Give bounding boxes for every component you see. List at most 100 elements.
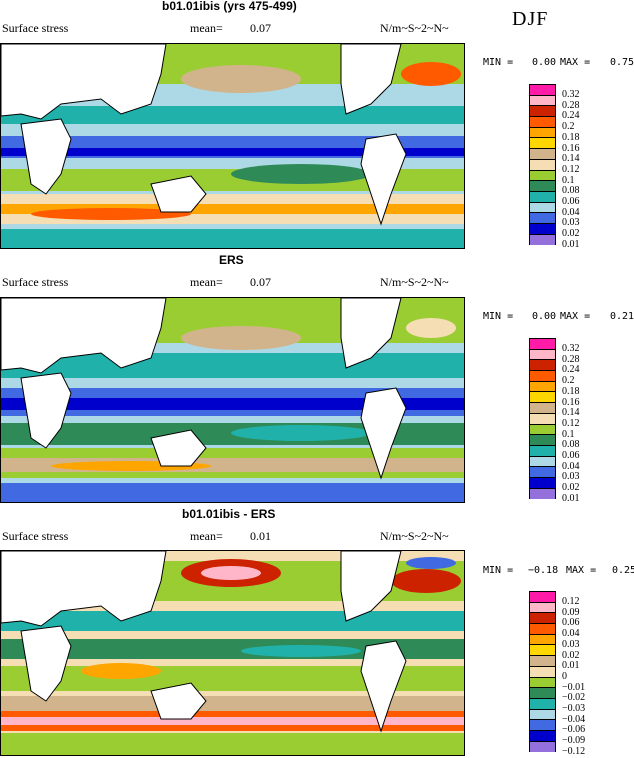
panel-2-map bbox=[0, 297, 465, 503]
colorbar-swatch bbox=[530, 656, 555, 667]
colorbar-swatch bbox=[530, 720, 555, 731]
panel-1-colorbar bbox=[529, 84, 556, 246]
colorbar-tick-label: 0.1 bbox=[562, 428, 575, 440]
colorbar-tick-label: 0.06 bbox=[562, 196, 580, 207]
colorbar-swatch bbox=[530, 424, 555, 436]
colorbar-swatch bbox=[530, 381, 555, 393]
colorbar-tick-label: 0.16 bbox=[562, 142, 580, 154]
colorbar-swatch bbox=[530, 339, 555, 350]
panel-3-colorbar bbox=[529, 591, 556, 753]
colorbar-swatch bbox=[530, 592, 555, 603]
colorbar-tick-label: 0.08 bbox=[562, 439, 580, 451]
colorbar-tick-label: 0.02 bbox=[562, 482, 580, 494]
colorbar-tick-label: 0.03 bbox=[562, 471, 580, 483]
colorbar-tick-label: 0.16 bbox=[562, 396, 580, 408]
colorbar-tick-label: 0.04 bbox=[562, 206, 580, 218]
colorbar-swatch bbox=[530, 349, 555, 361]
panel-2-min-value: 0.00 bbox=[532, 311, 557, 322]
colorbar-swatch bbox=[530, 223, 555, 235]
panel-1-field-label: Surface stress bbox=[2, 21, 69, 35]
colorbar-swatch bbox=[530, 413, 555, 425]
colorbar-swatch bbox=[530, 371, 555, 382]
colorbar-swatch bbox=[530, 360, 555, 372]
panel-3-min-value: −0.18 bbox=[528, 565, 559, 576]
colorbar-swatch bbox=[530, 709, 555, 721]
panel-3-max-label: MAX = bbox=[566, 565, 597, 576]
panel-1-map bbox=[0, 43, 465, 249]
colorbar-tick-label: 0.12 bbox=[562, 417, 580, 429]
colorbar-swatch bbox=[530, 213, 555, 224]
colorbar-tick-label: 0.01 bbox=[562, 238, 580, 250]
colorbar-swatch bbox=[530, 602, 555, 614]
colorbar-tick-label: 0.09 bbox=[562, 606, 580, 618]
colorbar-tick-label: 0.32 bbox=[562, 89, 580, 100]
panel-3-units: N/m~S~2~N~ bbox=[380, 529, 449, 543]
colorbar-swatch bbox=[530, 741, 555, 753]
colorbar-swatch bbox=[530, 435, 555, 446]
colorbar-tick-label: 0.01 bbox=[562, 492, 580, 504]
colorbar-tick-label: −0.03 bbox=[562, 703, 586, 714]
colorbar-tick-label: 0.12 bbox=[562, 596, 580, 607]
colorbar-tick-label: 0.04 bbox=[562, 628, 580, 640]
panel-2-field-label: Surface stress bbox=[2, 275, 69, 289]
colorbar-swatch bbox=[530, 645, 555, 657]
panel-3-max-value: 0.25 bbox=[612, 565, 634, 576]
colorbar-tick-label: −0.01 bbox=[562, 681, 586, 693]
colorbar-swatch bbox=[530, 170, 555, 182]
panel-2-mean-label: mean= bbox=[190, 275, 223, 289]
colorbar-tick-label: 0.18 bbox=[562, 385, 580, 397]
colorbar-swatch bbox=[530, 234, 555, 246]
panel-1-units: N/m~S~2~N~ bbox=[380, 21, 449, 35]
panel-2-min-label: MIN = bbox=[483, 311, 514, 322]
colorbar-swatch bbox=[530, 117, 555, 128]
panel-3-mean-label: mean= bbox=[190, 529, 223, 543]
colorbar-swatch bbox=[530, 730, 555, 742]
colorbar-swatch bbox=[530, 392, 555, 404]
colorbar-swatch bbox=[530, 488, 555, 500]
colorbar-tick-label: −0.02 bbox=[562, 692, 586, 704]
colorbar-tick-label: −0.06 bbox=[562, 724, 586, 736]
panel-1-max-value: 0.75 bbox=[610, 57, 634, 68]
panel-1-min-label: MIN = bbox=[483, 57, 514, 68]
colorbar-swatch bbox=[530, 138, 555, 150]
colorbar-swatch bbox=[530, 445, 555, 457]
colorbar-tick-label: 0.08 bbox=[562, 185, 580, 197]
colorbar-swatch bbox=[530, 677, 555, 689]
colorbar-tick-label: 0.1 bbox=[562, 174, 575, 186]
panel-3-title: b01.01ibis - ERS bbox=[182, 507, 276, 521]
panel-3-mean-value: 0.01 bbox=[250, 529, 271, 543]
colorbar-swatch bbox=[530, 698, 555, 710]
colorbar-tick-label: 0.18 bbox=[562, 131, 580, 143]
panel-2-max-label: MAX = bbox=[560, 311, 591, 322]
colorbar-swatch bbox=[530, 613, 555, 625]
season-label: DJF bbox=[512, 8, 549, 30]
colorbar-tick-label: 0.03 bbox=[562, 217, 580, 229]
colorbar-tick-label: −0.09 bbox=[562, 735, 586, 747]
colorbar-swatch bbox=[530, 666, 555, 678]
colorbar-tick-label: 0.02 bbox=[562, 649, 580, 661]
colorbar-tick-label: 0.2 bbox=[562, 121, 575, 133]
panel-3-field-label: Surface stress bbox=[2, 529, 69, 543]
colorbar-tick-label: 0.28 bbox=[562, 353, 580, 365]
colorbar-swatch bbox=[530, 127, 555, 139]
panel-2-max-value: 0.21 bbox=[610, 311, 634, 322]
panel-1-stress-field bbox=[1, 44, 464, 248]
colorbar-swatch bbox=[530, 624, 555, 635]
colorbar-swatch bbox=[530, 467, 555, 478]
colorbar-swatch bbox=[530, 202, 555, 214]
colorbar-tick-label: −0.04 bbox=[562, 713, 586, 725]
colorbar-tick-label: 0.28 bbox=[562, 99, 580, 111]
panel-1-max-label: MAX = bbox=[560, 57, 591, 68]
colorbar-tick-label: 0.2 bbox=[562, 375, 575, 387]
colorbar-tick-label: 0.24 bbox=[562, 110, 580, 122]
colorbar-swatch bbox=[530, 477, 555, 489]
colorbar-tick-label: 0.03 bbox=[562, 638, 580, 650]
colorbar-swatch bbox=[530, 95, 555, 107]
colorbar-swatch bbox=[530, 106, 555, 118]
colorbar-tick-label: 0.12 bbox=[562, 163, 580, 175]
colorbar-tick-label: 0.14 bbox=[562, 153, 580, 165]
panel-2-stress-field bbox=[1, 298, 464, 502]
colorbar-tick-label: −0.12 bbox=[562, 745, 586, 757]
colorbar-tick-label: 0.06 bbox=[562, 450, 580, 461]
panel-3-min-label: MIN = bbox=[483, 565, 514, 576]
